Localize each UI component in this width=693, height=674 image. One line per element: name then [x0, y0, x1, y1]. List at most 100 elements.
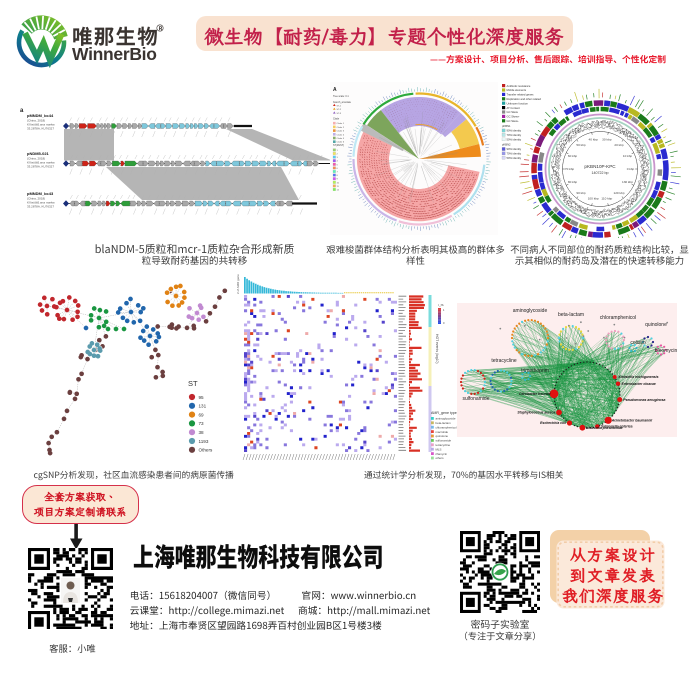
svg-text:tetracycline: tetracycline: [436, 443, 451, 447]
svg-text:90% identity: 90% identity: [507, 147, 522, 151]
svg-text:Unknown function: Unknown function: [507, 101, 529, 105]
svg-text:Clade 6: Clade 6: [337, 142, 345, 144]
svg-text:80 kbp: 80 kbp: [568, 180, 578, 184]
svg-text:# of AMR gene subtypes: # of AMR gene subtypes: [236, 274, 240, 294]
svg-text:33.2878A, KU76327: 33.2878A, KU76327: [27, 205, 54, 209]
svg-text:AMR_gene type: AMR_gene type: [431, 411, 457, 415]
svg-text:GC Skew+: GC Skew+: [507, 115, 520, 119]
svg-text:8: 8: [337, 175, 339, 177]
svg-text:70 kbp: 70 kbp: [565, 167, 575, 171]
svg-text:33.2878A, KU76327: 33.2878A, KU76327: [27, 165, 54, 169]
svg-text:50 kbp: 50 kbp: [576, 143, 586, 147]
svg-text:6: 6: [337, 168, 339, 170]
svg-text:Clade 1: Clade 1: [337, 123, 345, 125]
svg-text:Escherichia coli: Escherichia coli: [540, 421, 566, 425]
svg-text:ST(MLST): ST(MLST): [333, 144, 344, 147]
svg-text:90 kbp: 90 kbp: [576, 191, 586, 195]
svg-text:Clade 4: Clade 4: [337, 134, 345, 136]
svg-text:Citrobacter freundii: Citrobacter freundii: [519, 392, 551, 396]
svg-text:110 kbp: 110 kbp: [601, 197, 612, 201]
svg-text:KXts/db5.ana markw: KXts/db5.ana markw: [27, 160, 56, 164]
svg-text:90% identity: 90% identity: [507, 129, 522, 133]
svg-text:sulfonamide: sulfonamide: [436, 439, 452, 443]
svg-text:4: 4: [337, 161, 339, 163]
svg-text:ST-2: ST-2: [337, 109, 342, 111]
svg-text:(China, 2018): (China, 2018): [27, 118, 45, 122]
svg-text:10 kbp: 10 kbp: [623, 154, 633, 158]
svg-text:pKBN1: pKBN1: [502, 124, 511, 128]
svg-text:Acinetobacter baumannii: Acinetobacter baumannii: [611, 419, 653, 423]
svg-text:Clade 5: Clade 5: [337, 138, 345, 140]
svg-text:beta-lactam: beta-lactam: [436, 421, 452, 425]
svg-text:pNDM5-021: pNDM5-021: [27, 151, 50, 156]
svg-text:95: 95: [199, 395, 205, 400]
svg-text:Clade 2: Clade 2: [337, 127, 345, 129]
svg-text:ST: ST: [188, 379, 198, 388]
svg-text:33.2878A, KU76327: 33.2878A, KU76327: [27, 127, 54, 131]
svg-text:0: 0: [443, 321, 445, 325]
svg-text:colistin: colistin: [630, 340, 646, 346]
svg-text:60 kbp: 60 kbp: [568, 154, 578, 158]
svg-text:120 kbp: 120 kbp: [613, 191, 624, 195]
svg-text:others: others: [436, 456, 445, 460]
svg-text:30 kbp: 30 kbp: [602, 137, 612, 141]
svg-text:aminoglycoside: aminoglycoside: [513, 308, 548, 314]
svg-text:sulfonamide: sulfonamide: [463, 396, 490, 402]
svg-text:pMNDM_bc43: pMNDM_bc43: [27, 191, 54, 196]
svg-text:2: 2: [337, 154, 339, 156]
svg-text:A: A: [333, 87, 337, 93]
svg-text:Replication and other related: Replication and other related: [507, 97, 542, 101]
svg-text:AT Content: AT Content: [507, 106, 521, 110]
svg-text:ST-1: ST-1: [337, 105, 342, 107]
svg-text:Enterobacter cloacae: Enterobacter cloacae: [622, 382, 656, 386]
svg-text:73: 73: [199, 421, 205, 426]
svg-text:Antibiotic resistance: Antibiotic resistance: [507, 84, 531, 88]
svg-text:Salmonella enterica: Salmonella enterica: [601, 425, 633, 429]
svg-text:(China, 2018): (China, 2018): [27, 156, 45, 160]
svg-text:MLS: MLS: [436, 447, 442, 451]
svg-text:chloramphenicol: chloramphenicol: [436, 425, 457, 429]
svg-text:pKBN2: pKBN2: [502, 143, 511, 147]
svg-text:Klebsiella michiganensis: Klebsiella michiganensis: [618, 375, 658, 379]
svg-text:KXts/db5.ana markw: KXts/db5.ana markw: [27, 200, 56, 204]
svg-text:Pseudomonas aeruginosa: Pseudomonas aeruginosa: [623, 398, 665, 402]
svg-text:0 kbp: 0 kbp: [627, 167, 635, 171]
svg-text:70% identity: 70% identity: [507, 133, 522, 137]
svg-text:5: 5: [337, 164, 339, 166]
svg-text:11: 11: [337, 186, 340, 188]
svg-text:40 kbp: 40 kbp: [589, 137, 599, 141]
svg-text:(China, 2018): (China, 2018): [27, 196, 45, 200]
svg-text:macrolide: macrolide: [436, 430, 449, 434]
svg-text:50% identity: 50% identity: [507, 138, 522, 142]
svg-text:1193: 1193: [199, 439, 209, 444]
svg-text:pMNDM_bc44: pMNDM_bc44: [27, 113, 54, 118]
svg-text:100 kbp: 100 kbp: [588, 197, 599, 201]
svg-text:10: 10: [337, 182, 340, 184]
svg-text:chloramphenicol: chloramphenicol: [600, 315, 636, 321]
svg-text:r_IS: r_IS: [438, 303, 444, 307]
svg-text:quinolone: quinolone: [645, 322, 667, 328]
svg-text:tetracycline: tetracycline: [491, 358, 517, 364]
svg-text:a: a: [20, 108, 24, 114]
svg-text:9: 9: [337, 179, 339, 181]
svg-text:Klebsiella pneumoniae: Klebsiella pneumoniae: [586, 426, 623, 430]
svg-text:pKBN10P-KPC: pKBN10P-KPC: [584, 164, 616, 169]
svg-text:140722 bp: 140722 bp: [592, 171, 609, 175]
svg-text:3: 3: [337, 157, 339, 159]
svg-text:12: 12: [337, 190, 340, 192]
svg-text:7: 7: [337, 172, 339, 174]
svg-text:1: 1: [337, 150, 339, 152]
svg-text:Clade: Clade: [333, 117, 340, 120]
svg-text:KXts/db5.ana markw: KXts/db5.ana markw: [27, 122, 56, 126]
svg-text:Tree scale: 0.1: Tree scale: 0.1: [333, 95, 349, 98]
svg-text:69: 69: [199, 412, 205, 417]
svg-text:Staphylococcus aureus: Staphylococcus aureus: [517, 411, 555, 415]
svg-text:rifamycin: rifamycin: [436, 452, 448, 456]
svg-text:Transfer related genes: Transfer related genes: [507, 93, 535, 97]
svg-text:Mobile elements: Mobile elements: [507, 88, 527, 92]
svg-text:1: 1: [443, 308, 445, 312]
svg-text:Others: Others: [199, 448, 213, 453]
svg-text:70% identity: 70% identity: [507, 152, 522, 156]
svg-text:trimethoprim: trimethoprim: [521, 368, 549, 374]
svg-text:beta-lactam: beta-lactam: [558, 312, 584, 318]
